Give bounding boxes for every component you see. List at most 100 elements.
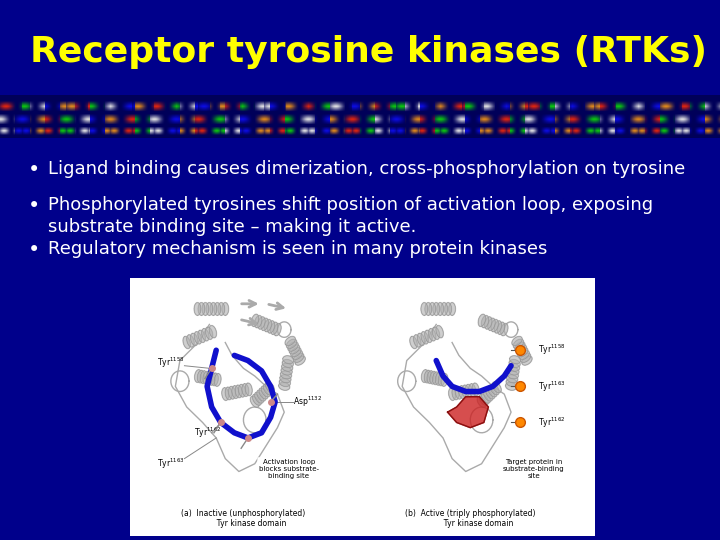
Polygon shape <box>190 333 198 346</box>
Polygon shape <box>264 384 272 395</box>
Polygon shape <box>425 302 432 315</box>
Polygon shape <box>287 339 297 348</box>
Polygon shape <box>410 336 418 349</box>
Polygon shape <box>482 392 490 403</box>
Polygon shape <box>206 372 212 384</box>
Polygon shape <box>484 390 492 401</box>
Polygon shape <box>261 318 269 330</box>
Polygon shape <box>225 387 232 400</box>
Polygon shape <box>421 370 428 382</box>
Polygon shape <box>427 371 434 383</box>
Polygon shape <box>194 332 202 344</box>
Polygon shape <box>264 320 271 332</box>
Polygon shape <box>437 302 444 315</box>
Polygon shape <box>486 388 495 399</box>
Text: (a)  Inactive (unphosphorylated)
       Tyr kinase domain: (a) Inactive (unphosphorylated) Tyr kina… <box>181 509 305 528</box>
Polygon shape <box>274 323 281 336</box>
Text: Receptor tyrosine kinases (RTKs): Receptor tyrosine kinases (RTKs) <box>30 35 707 69</box>
Polygon shape <box>289 345 300 354</box>
Polygon shape <box>424 370 431 383</box>
Polygon shape <box>421 302 428 315</box>
Polygon shape <box>206 302 213 315</box>
Polygon shape <box>235 385 242 398</box>
Polygon shape <box>202 329 209 341</box>
Polygon shape <box>288 342 298 351</box>
Polygon shape <box>478 314 485 327</box>
Polygon shape <box>209 373 215 385</box>
Polygon shape <box>430 372 437 384</box>
Text: Activation loop
blocks substrate-
binding site: Activation loop blocks substrate- bindin… <box>258 458 319 478</box>
Polygon shape <box>258 317 265 329</box>
Polygon shape <box>436 326 444 338</box>
Polygon shape <box>255 392 264 403</box>
Polygon shape <box>436 373 442 385</box>
Text: (b)  Active (triply phosphorylated)
       Tyr kinase domain: (b) Active (triply phosphorylated) Tyr k… <box>405 509 536 528</box>
Polygon shape <box>449 388 456 401</box>
Polygon shape <box>480 394 488 406</box>
Polygon shape <box>205 327 213 340</box>
Polygon shape <box>519 350 529 360</box>
Polygon shape <box>283 356 294 363</box>
Polygon shape <box>509 360 521 367</box>
Polygon shape <box>441 374 448 386</box>
Polygon shape <box>449 302 456 315</box>
Polygon shape <box>482 315 489 328</box>
Polygon shape <box>198 330 205 342</box>
Polygon shape <box>194 370 202 382</box>
Polygon shape <box>506 379 517 387</box>
Polygon shape <box>295 356 305 365</box>
Text: Phosphorylated tyrosines shift position of activation loop, exposing: Phosphorylated tyrosines shift position … <box>48 196 653 214</box>
Polygon shape <box>421 332 428 344</box>
Polygon shape <box>508 363 520 371</box>
Polygon shape <box>254 315 262 328</box>
Polygon shape <box>202 302 209 315</box>
Polygon shape <box>459 386 466 399</box>
Text: Ligand binding causes dimerization, cross-phosphorylation on tyrosine: Ligand binding causes dimerization, cros… <box>48 160 685 178</box>
Polygon shape <box>197 370 204 383</box>
Text: Tyr$^{1163}$: Tyr$^{1163}$ <box>539 379 566 394</box>
Text: substrate binding site – making it active.: substrate binding site – making it activ… <box>48 218 416 236</box>
Polygon shape <box>280 371 292 379</box>
Polygon shape <box>491 320 498 332</box>
Polygon shape <box>441 302 448 315</box>
Polygon shape <box>279 382 290 390</box>
Polygon shape <box>428 329 436 341</box>
Polygon shape <box>209 326 217 338</box>
Polygon shape <box>433 372 439 384</box>
Polygon shape <box>218 302 225 315</box>
Polygon shape <box>203 372 210 384</box>
Polygon shape <box>194 302 201 315</box>
Polygon shape <box>462 385 469 398</box>
Text: Asp$^{1132}$: Asp$^{1132}$ <box>293 395 323 409</box>
Polygon shape <box>522 356 532 365</box>
Polygon shape <box>477 396 486 407</box>
Polygon shape <box>291 348 301 357</box>
Polygon shape <box>183 336 190 349</box>
Polygon shape <box>246 383 252 396</box>
Text: Target protein in
substrate-binding
site: Target protein in substrate-binding site <box>503 458 564 478</box>
Polygon shape <box>285 336 295 346</box>
Polygon shape <box>485 317 492 329</box>
Text: Tyr$^{1158}$: Tyr$^{1158}$ <box>157 356 185 370</box>
Polygon shape <box>429 302 436 315</box>
Polygon shape <box>251 314 258 327</box>
Polygon shape <box>505 382 517 390</box>
Polygon shape <box>455 387 462 399</box>
Polygon shape <box>472 383 479 396</box>
Polygon shape <box>259 388 268 399</box>
Polygon shape <box>515 342 525 351</box>
Polygon shape <box>279 379 290 387</box>
Polygon shape <box>445 302 451 315</box>
Polygon shape <box>508 367 519 375</box>
Polygon shape <box>266 382 274 393</box>
Polygon shape <box>282 360 293 367</box>
Polygon shape <box>465 384 472 397</box>
Polygon shape <box>253 394 261 406</box>
Polygon shape <box>232 386 239 399</box>
Polygon shape <box>238 384 246 397</box>
Text: Tyr$^{1162}$: Tyr$^{1162}$ <box>539 415 566 430</box>
Polygon shape <box>267 321 275 333</box>
Polygon shape <box>488 386 497 397</box>
Polygon shape <box>518 348 528 357</box>
Polygon shape <box>508 371 518 379</box>
